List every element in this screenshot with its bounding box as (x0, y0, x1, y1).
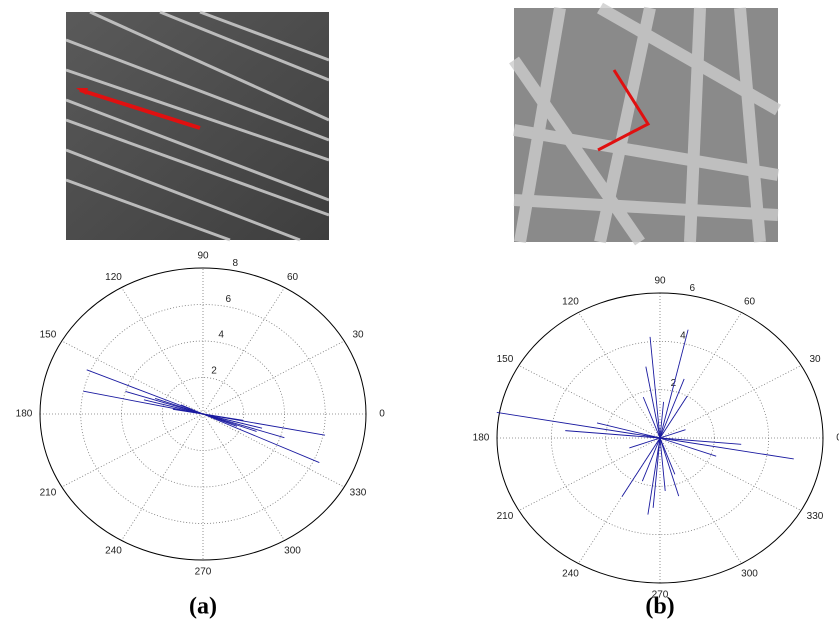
compass-arrow (660, 430, 686, 438)
theta-tick-label: 120 (105, 272, 122, 283)
compass-arrow (660, 438, 794, 459)
theta-tick-label: 270 (652, 590, 669, 601)
figure: (a) (b) 03060901201501802102402703003302… (0, 0, 839, 624)
theta-tick-label: 60 (744, 297, 756, 308)
spoke (660, 366, 801, 439)
page: {"chart_data": [ {"type": "compass", "ca… (0, 0, 839, 629)
compass-arrow (83, 391, 203, 414)
theta-tick-label: 180 (473, 433, 490, 444)
theta-tick-label: 0 (379, 409, 385, 420)
compass-arrow (622, 438, 660, 497)
spoke (203, 414, 344, 487)
compass-arrow (87, 370, 203, 414)
spoke (203, 341, 344, 414)
compass-arrow (660, 330, 688, 438)
theta-tick-label: 180 (16, 409, 33, 420)
compass-arrow (660, 438, 716, 456)
compass-arrow (203, 414, 237, 426)
compass-arrow (203, 414, 319, 463)
theta-tick-label: 90 (197, 251, 209, 262)
r-tick-label: 2 (211, 366, 217, 377)
spoke (62, 341, 203, 414)
sem-image-a (66, 12, 329, 240)
spoke (62, 414, 203, 487)
r-tick-label: 6 (225, 294, 231, 305)
caption: (a) (189, 594, 217, 620)
theta-tick-label: 240 (105, 545, 122, 556)
theta-tick-label: 90 (654, 276, 666, 287)
theta-tick-label: 150 (497, 354, 514, 365)
theta-tick-label: 300 (741, 569, 758, 580)
theta-tick-label: 60 (287, 272, 299, 283)
spoke (519, 438, 660, 511)
theta-tick-label: 300 (284, 545, 301, 556)
theta-tick-label: 120 (562, 297, 579, 308)
theta-tick-label: 330 (350, 488, 367, 499)
compass-arrow (629, 438, 660, 448)
compass-arrow (643, 397, 660, 438)
theta-tick-label: 330 (807, 511, 824, 522)
r-tick-label: 8 (233, 258, 239, 269)
r-tick-label: 4 (218, 330, 224, 341)
theta-tick-label: 210 (497, 511, 514, 522)
theta-tick-label: 210 (40, 488, 57, 499)
spoke (660, 438, 742, 564)
compass-arrow (660, 396, 687, 438)
theta-tick-label: 150 (40, 330, 57, 341)
compass-arrow (650, 337, 660, 438)
r-tick-label: 6 (690, 283, 696, 294)
compass-arrow (660, 438, 741, 444)
r-tick-label: 2 (671, 378, 677, 389)
sem-image-b (514, 8, 778, 242)
theta-tick-label: 30 (809, 354, 821, 365)
compass-arrow (125, 391, 203, 414)
theta-tick-label: 30 (352, 330, 364, 341)
theta-tick-label: 240 (562, 569, 579, 580)
spoke (122, 414, 204, 540)
theta-tick-label: 270 (195, 567, 212, 578)
compass-arrow (642, 438, 660, 481)
